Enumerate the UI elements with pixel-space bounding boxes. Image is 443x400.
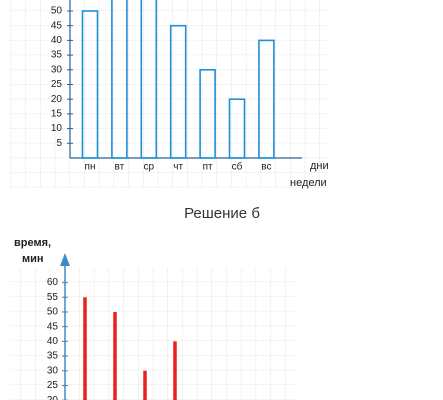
y-tick-label: 5	[56, 138, 62, 149]
bar	[169, 24, 187, 159]
y-tick-label: 30	[51, 64, 63, 75]
x-tick-label: пн	[85, 162, 96, 173]
y-tick-label: 15	[51, 109, 63, 120]
y-tick-label: 20	[47, 395, 59, 400]
chart-title: Решение б	[184, 205, 260, 222]
x-tick-label: вс	[261, 162, 271, 173]
x-tick-label: сб	[232, 161, 243, 173]
bar	[81, 10, 99, 159]
y-tick-label: 50	[47, 307, 59, 318]
y-tick-label: 55	[47, 292, 59, 303]
x-tick-label: пт	[203, 162, 213, 173]
y-tick-label: 35	[51, 50, 63, 61]
y-tick-label: 25	[51, 79, 63, 90]
y-tick-label: 25	[47, 380, 59, 391]
bar	[199, 69, 216, 159]
bar	[228, 98, 246, 159]
x-tick-label: чт	[173, 162, 183, 173]
x-tick-label: вт	[115, 162, 125, 173]
y-tick-label: 20	[51, 94, 63, 105]
y-tick-label: 45	[51, 20, 63, 31]
y-tick-label: 40	[47, 336, 59, 347]
y-tick-label: 35	[47, 351, 59, 362]
y-axis-label: время,	[14, 237, 51, 249]
bar	[258, 39, 275, 159]
axis-arrow	[60, 253, 70, 266]
y-tick-label: 10	[51, 123, 63, 134]
y-tick-label: 45	[47, 321, 59, 332]
y-axis-label: мин	[22, 253, 44, 265]
y-tick-label: 40	[51, 35, 63, 46]
y-tick-label: 50	[51, 6, 63, 17]
x-axis-label: недели	[290, 177, 327, 189]
y-tick-label: 60	[47, 277, 59, 288]
bar	[140, 0, 158, 159]
bar	[111, 0, 128, 159]
x-axis-label: дни	[310, 160, 329, 172]
y-tick-label: 30	[47, 365, 59, 376]
grid	[10, 268, 295, 400]
x-tick-label: ср	[144, 162, 155, 173]
